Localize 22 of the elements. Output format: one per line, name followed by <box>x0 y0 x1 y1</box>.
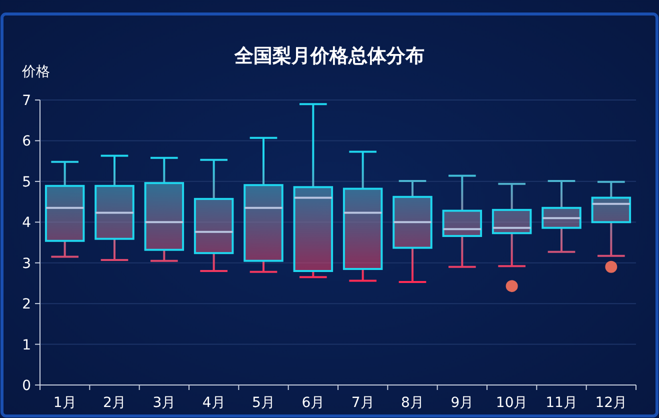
x-tick-label: 4月 <box>202 395 226 411</box>
x-tick-label: 11月 <box>546 395 578 411</box>
y-tick-label: 7 <box>22 93 31 109</box>
x-tick-label: 3月 <box>152 395 176 411</box>
y-tick-label: 1 <box>22 337 31 354</box>
x-tick-label: 2月 <box>103 395 126 411</box>
x-tick-label: 7月 <box>351 395 374 411</box>
x-tick-label: 10月 <box>496 395 528 411</box>
x-tick-label: 8月 <box>401 395 424 411</box>
y-tick-label: 0 <box>22 378 31 394</box>
x-tick-label: 6月 <box>302 395 325 411</box>
y-tick-label: 6 <box>22 134 32 150</box>
x-tick-label: 5月 <box>252 395 275 411</box>
y-tick-label: 2 <box>22 296 31 313</box>
y-tick-label: 5 <box>22 174 31 190</box>
y-tick-label: 3 <box>22 256 31 272</box>
x-tick-label: 1月 <box>53 395 76 411</box>
y-tick-label: 4 <box>22 215 32 232</box>
x-tick-label: 12月 <box>595 395 628 411</box>
x-tick-label: 9月 <box>450 395 474 411</box>
y-axis-title: 价格 <box>21 64 50 80</box>
chart-title: 全国梨月价格总体分布 <box>234 45 424 67</box>
